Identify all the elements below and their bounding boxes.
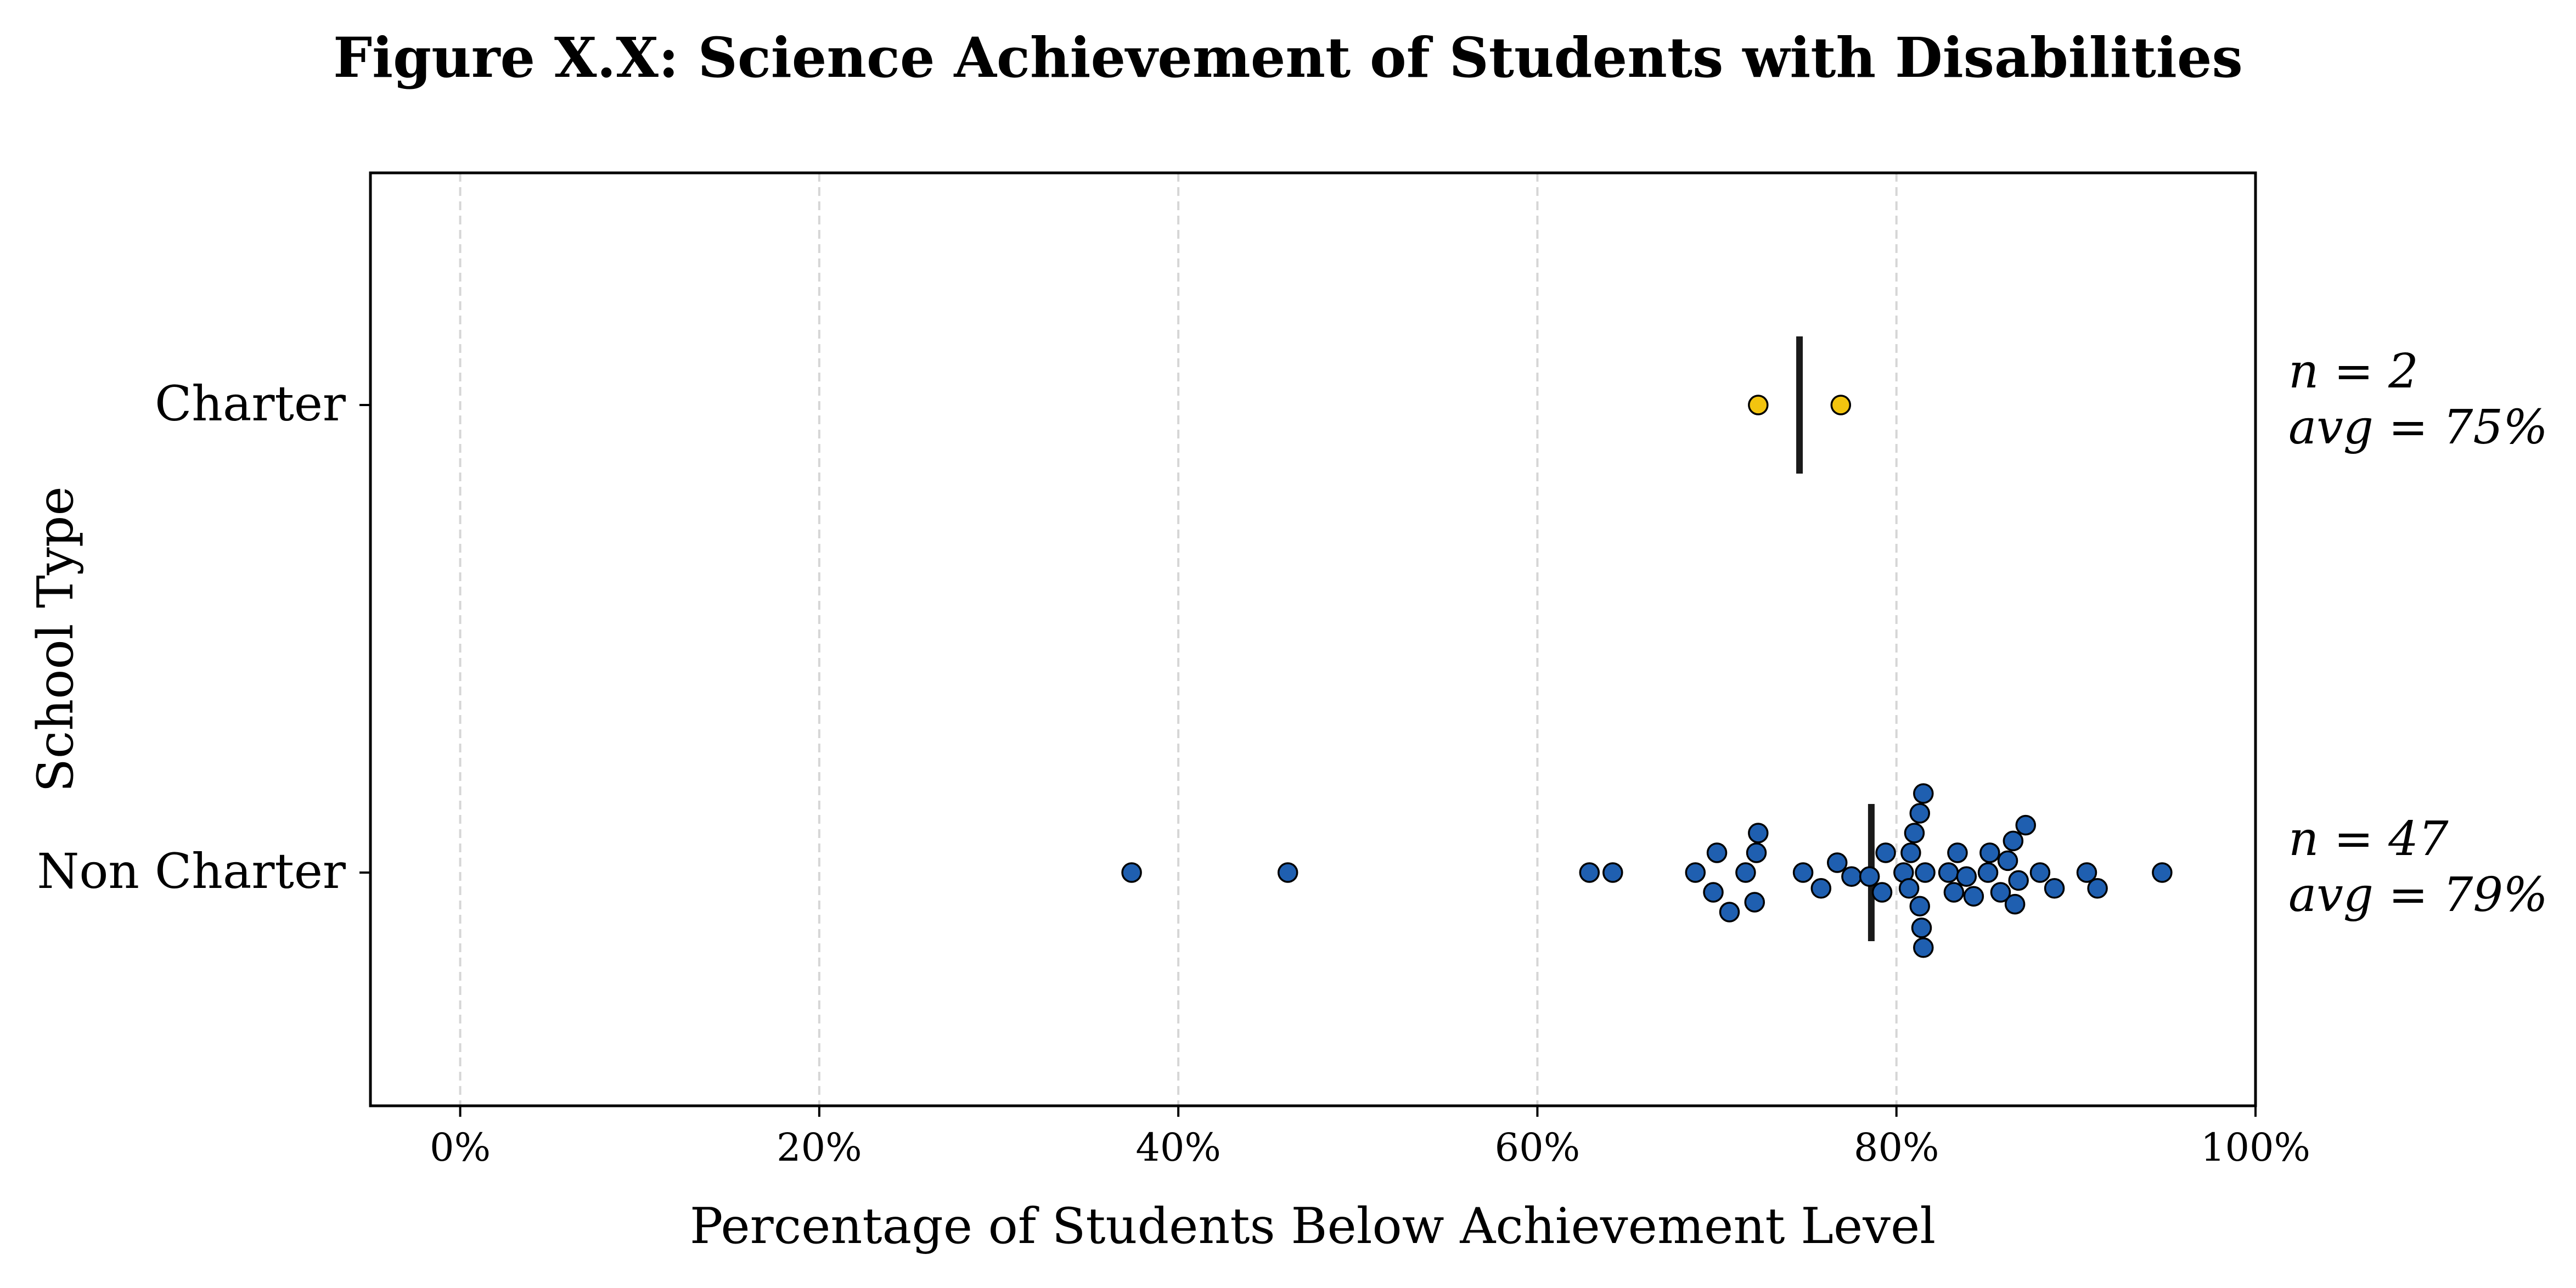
x-tick-label: 60% (1495, 1125, 1581, 1170)
plot-frame (369, 171, 2257, 1107)
data-point (1748, 823, 1769, 843)
category-label: Non Charter (37, 843, 346, 899)
data-point (2003, 830, 2024, 852)
data-point (1938, 862, 1959, 883)
data-point (2044, 878, 2065, 899)
data-point (1792, 862, 1814, 883)
data-point (1956, 866, 1977, 887)
sample-size-label: n = 2 (2288, 344, 2418, 399)
data-point (1909, 896, 1930, 916)
data-point (1744, 892, 1765, 913)
data-point (1943, 882, 1965, 903)
x-tick-label: 40% (1135, 1125, 1221, 1170)
grid-layer (459, 173, 2257, 1106)
data-point (1904, 823, 1925, 843)
data-point (1719, 902, 1740, 923)
x-axis-layer: 0% 20% 40% 60% 80% 100% (430, 1106, 2310, 1170)
average-label: avg = 79% (2288, 868, 2548, 923)
data-point (1121, 862, 1142, 883)
data-point (1735, 862, 1756, 883)
marks-layer (1121, 336, 2173, 958)
data-point (1841, 866, 1862, 887)
data-point (1979, 842, 2000, 863)
data-point (1685, 862, 1706, 883)
x-tick-label: 80% (1854, 1125, 1939, 1170)
data-point (1810, 878, 1832, 899)
data-point (2008, 870, 2029, 891)
data-point (1947, 842, 1968, 863)
data-point (1746, 842, 1767, 863)
data-point (1997, 850, 2018, 871)
data-point (2015, 814, 2037, 836)
data-point (1827, 852, 1848, 873)
sample-size-label: n = 47 (2288, 812, 2449, 867)
data-point (1913, 783, 1934, 804)
data-point (1963, 886, 1984, 907)
y-axis-label: School Type (27, 486, 85, 792)
data-point (1990, 882, 2011, 903)
x-tick-label: 0% (430, 1125, 491, 1170)
data-point (1830, 395, 1852, 415)
data-point (2076, 862, 2097, 883)
data-point (1911, 918, 1932, 938)
data-point (1871, 882, 1893, 903)
data-point (1277, 862, 1298, 883)
chart-title: Figure X.X: Science Achievement of Stude… (333, 25, 2243, 90)
data-point (1900, 842, 1921, 863)
x-tick-label: 100% (2201, 1125, 2310, 1170)
x-axis-label: Percentage of Students Below Achievement… (690, 1197, 1936, 1255)
category-label: Charter (155, 375, 346, 432)
data-point (1875, 842, 1896, 863)
data-point (1859, 866, 1880, 887)
data-point (1913, 937, 1934, 958)
data-point (1909, 803, 1930, 824)
x-tick-label: 20% (777, 1125, 862, 1170)
data-point (2029, 862, 2051, 883)
data-point (1706, 842, 1728, 863)
data-point (1602, 862, 1623, 883)
data-point (2087, 878, 2108, 899)
data-point (1748, 395, 1769, 415)
y-axis-layer: Charter Non Charter (37, 375, 370, 899)
data-point (1898, 878, 1920, 899)
data-point (1579, 862, 1600, 883)
data-point (1977, 862, 1999, 883)
data-point (1703, 882, 1724, 903)
data-point (2152, 862, 2173, 883)
data-point (1915, 862, 1936, 883)
average-label: avg = 75% (2288, 400, 2548, 455)
data-point (2004, 893, 2026, 915)
